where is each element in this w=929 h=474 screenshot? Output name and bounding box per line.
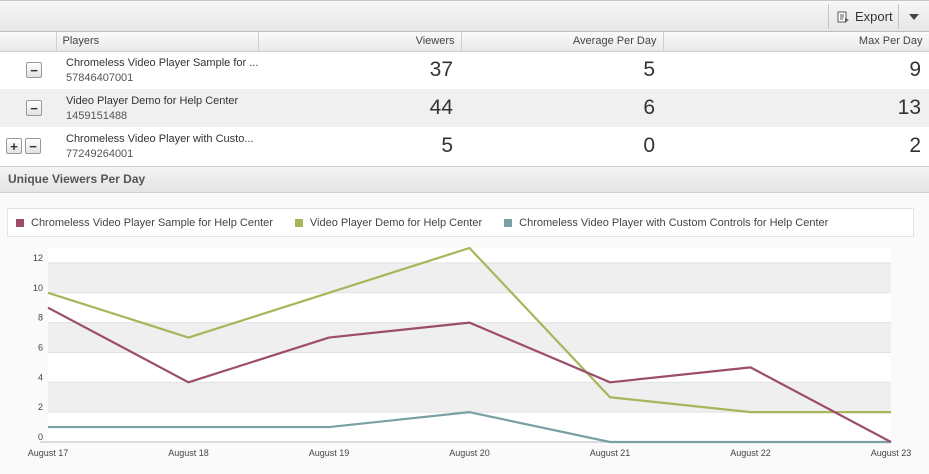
average-value: 6	[461, 89, 663, 127]
player-name: Video Player Demo for Help Center	[66, 94, 239, 107]
chart-legend: Chromeless Video Player Sample for Help …	[7, 208, 914, 237]
x-tick-label: August 19	[309, 448, 350, 458]
caret-down-icon	[909, 13, 919, 20]
legend-swatch	[504, 218, 513, 227]
x-tick-label: August 17	[28, 448, 69, 458]
max-value: 2	[663, 127, 929, 165]
line-chart: 0 2 4 6 8 10 12 August 17 August 18 August 19 Augu…	[28, 246, 912, 458]
legend-swatch	[294, 218, 303, 227]
x-tick-label: August 21	[590, 448, 631, 458]
column-header-max[interactable]: Max Per Day	[663, 32, 929, 52]
player-id: 57846407001	[66, 71, 134, 84]
column-header-average[interactable]: Average Per Day	[461, 32, 664, 52]
table-row[interactable]: − Video Player Demo for Help Center 1459…	[0, 89, 929, 127]
legend-label: Video Player Demo for Help Center	[309, 216, 483, 229]
export-menu-button[interactable]	[898, 4, 929, 29]
y-tick-label: 10	[33, 283, 43, 293]
legend-label: Chromeless Video Player with Custom Cont…	[519, 216, 829, 229]
collapse-button[interactable]: −	[25, 138, 41, 154]
average-value: 5	[461, 51, 663, 89]
player-name: Chromeless Video Player with Custo...	[66, 132, 254, 145]
table-row[interactable]: + − Chromeless Video Player with Custo..…	[0, 127, 929, 165]
export-icon	[837, 11, 849, 22]
y-tick-label: 6	[38, 342, 43, 352]
grid-band	[48, 262, 891, 293]
viewers-value: 37	[258, 51, 461, 89]
player-name: Chromeless Video Player Sample for ...	[66, 56, 259, 69]
x-tick-label: August 18	[168, 448, 209, 458]
viewers-value: 44	[258, 89, 461, 127]
legend-item[interactable]: Chromeless Video Player with Custom Cont…	[504, 217, 828, 229]
export-button[interactable]: Export	[828, 4, 898, 29]
table-header-row: Players Viewers Average Per Day Max Per …	[0, 32, 929, 52]
y-tick-label: 2	[38, 402, 43, 412]
max-value: 13	[663, 89, 929, 127]
series-line	[48, 411, 891, 444]
player-id: 1459151488	[66, 109, 128, 122]
column-header-players[interactable]: Players	[56, 32, 259, 52]
series-line	[47, 246, 891, 414]
column-header-viewers[interactable]: Viewers	[258, 32, 462, 52]
collapse-button[interactable]: −	[26, 100, 42, 116]
average-value: 0	[461, 127, 663, 165]
expand-column-header	[0, 32, 57, 52]
collapse-button[interactable]: −	[26, 62, 42, 79]
y-tick-label: 4	[38, 372, 43, 382]
y-tick-label: 0	[38, 432, 43, 442]
expand-button[interactable]: +	[6, 138, 22, 154]
legend-item[interactable]: Video Player Demo for Help Center	[294, 216, 483, 229]
legend-swatch	[16, 218, 24, 227]
grid-band	[48, 322, 891, 353]
players-table: Players Viewers Average Per Day Max Per …	[0, 32, 929, 165]
y-tick-label: 8	[38, 313, 43, 323]
toolbar: Export	[0, 0, 929, 32]
x-tick-label: August 23	[871, 448, 912, 458]
max-value: 9	[663, 51, 929, 89]
export-label: Export	[855, 9, 893, 24]
grid-band	[48, 382, 891, 413]
x-tick-label: August 22	[730, 448, 771, 458]
section-title: Unique Viewers Per Day	[0, 166, 929, 193]
table-row[interactable]: − Chromeless Video Player Sample for ...…	[0, 51, 929, 89]
series-line	[47, 306, 892, 443]
player-id: 77249264001	[66, 147, 134, 160]
y-tick-label: 12	[33, 253, 43, 263]
legend-item[interactable]: Chromeless Video Player Sample for Help …	[16, 217, 273, 229]
legend-label: Chromeless Video Player Sample for Help …	[31, 216, 273, 229]
x-tick-label: August 20	[449, 448, 490, 458]
viewers-value: 5	[258, 127, 461, 165]
